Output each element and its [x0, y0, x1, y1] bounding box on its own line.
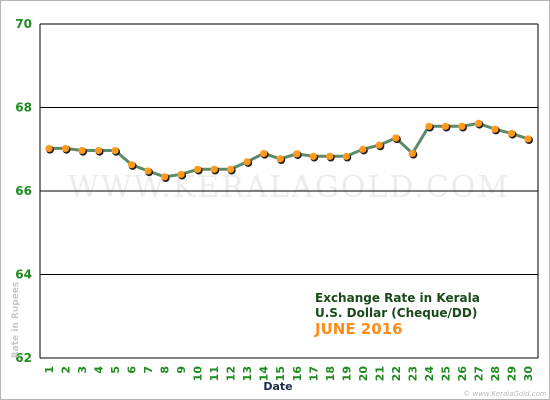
data-point — [161, 173, 169, 181]
data-point — [78, 146, 86, 155]
x-tick-label: 25 — [439, 366, 452, 381]
x-tick-label: 23 — [406, 366, 419, 381]
data-point — [441, 122, 450, 130]
data-point — [309, 152, 317, 160]
x-tick-label: 18 — [324, 366, 337, 381]
data-point — [293, 150, 301, 158]
data-point — [342, 152, 350, 160]
data-point — [491, 125, 499, 133]
x-axis-ticks: 1 2 3 4 5 6 7 8 9 10 11 12 13 14 15 16 17 18 19 20 21 22 23 24 2… — [43, 366, 535, 382]
x-tick-label: 15 — [274, 366, 287, 381]
x-tick-label: 24 — [423, 366, 436, 382]
chart-title: Exchange Rate in Kerala — [315, 291, 480, 305]
data-point — [276, 155, 284, 163]
y-tick-label: 68 — [15, 101, 32, 115]
data-point — [111, 146, 119, 155]
data-point — [127, 161, 136, 169]
x-tick-label: 5 — [109, 366, 122, 374]
chart-period: JUNE 2016 — [314, 320, 403, 338]
watermark: WWW.KERALAGOLD.COM — [68, 170, 510, 205]
x-tick-label: 16 — [291, 366, 304, 382]
x-tick-label: 29 — [505, 366, 518, 381]
data-point — [458, 122, 466, 130]
x-tick-label: 30 — [522, 366, 535, 382]
y-tick-label: 64 — [15, 268, 32, 282]
x-tick-label: 28 — [489, 366, 502, 381]
data-point — [326, 152, 334, 160]
data-point — [408, 149, 416, 158]
y-tick-label: 66 — [15, 184, 32, 198]
data-point — [144, 167, 152, 175]
x-tick-label: 14 — [258, 366, 271, 382]
x-tick-label: 8 — [159, 366, 172, 374]
x-tick-label: 21 — [373, 366, 386, 381]
x-tick-label: 20 — [357, 366, 370, 382]
data-point — [260, 149, 268, 158]
data-point — [243, 158, 251, 166]
data-point — [507, 129, 516, 137]
data-point — [45, 144, 53, 153]
x-tick-label: 11 — [208, 366, 221, 381]
x-tick-label: 13 — [241, 366, 254, 381]
data-point — [210, 165, 218, 173]
data-point — [524, 135, 532, 143]
x-tick-label: 26 — [456, 366, 469, 382]
credit-text: © www.KeralaGold.com — [463, 390, 547, 398]
data-point — [392, 134, 400, 142]
data-point — [474, 119, 483, 127]
data-point — [194, 165, 202, 173]
chart-subtitle: U.S. Dollar (Cheque/DD) — [315, 306, 477, 320]
x-tick-label: 4 — [93, 366, 106, 374]
x-tick-label: 9 — [175, 366, 188, 374]
data-point — [94, 146, 103, 155]
grid-lines — [39, 23, 539, 359]
data-point — [359, 145, 367, 153]
y-axis-label: Rate in Rupees — [11, 282, 21, 359]
y-tick-label: 62 — [15, 351, 32, 365]
x-tick-label: 22 — [390, 366, 403, 381]
x-tick-label: 7 — [142, 366, 155, 374]
x-tick-label: 6 — [126, 366, 139, 374]
data-point — [61, 144, 70, 153]
data-point — [177, 170, 185, 178]
x-tick-label: 12 — [225, 366, 238, 381]
data-points — [45, 119, 533, 183]
data-point — [425, 122, 433, 130]
x-tick-label: 17 — [307, 366, 320, 381]
x-tick-label: 1 — [43, 366, 56, 374]
x-tick-label: 27 — [472, 366, 485, 381]
data-point — [227, 165, 235, 173]
y-tick-label: 70 — [15, 17, 32, 31]
x-axis-label: Date — [263, 380, 292, 393]
y-axis-ticks: 62 64 66 68 70 — [15, 17, 32, 365]
x-tick-label: 19 — [340, 366, 353, 381]
x-tick-label: 3 — [76, 366, 89, 374]
x-tick-label: 10 — [192, 366, 205, 382]
data-point — [375, 141, 383, 149]
x-tick-label: 2 — [60, 366, 73, 374]
